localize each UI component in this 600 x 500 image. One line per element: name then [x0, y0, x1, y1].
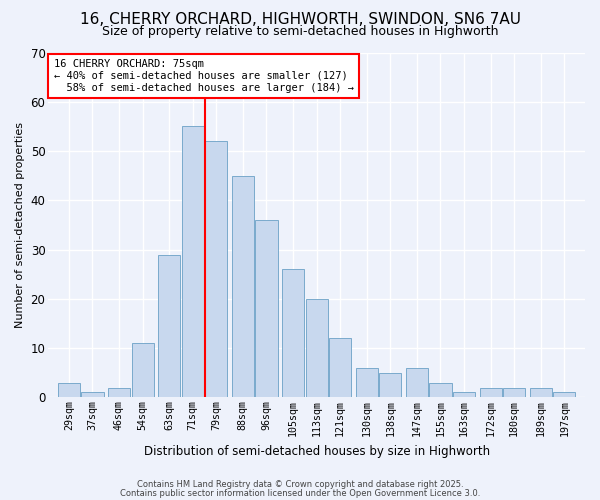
Bar: [379, 373, 401, 398]
Bar: [503, 388, 525, 398]
Y-axis label: Number of semi-detached properties: Number of semi-detached properties: [15, 122, 25, 328]
Title: 16, CHERRY ORCHARD, HIGHWORTH, SWINDON, SN6 7AU
Size of property relative to sem: 16, CHERRY ORCHARD, HIGHWORTH, SWINDON, …: [0, 499, 1, 500]
Bar: [58, 382, 80, 398]
Bar: [182, 126, 204, 398]
Text: Contains HM Land Registry data © Crown copyright and database right 2025.: Contains HM Land Registry data © Crown c…: [137, 480, 463, 489]
Text: Size of property relative to semi-detached houses in Highworth: Size of property relative to semi-detach…: [102, 25, 498, 38]
Bar: [356, 368, 378, 398]
Bar: [553, 392, 575, 398]
Text: 16 CHERRY ORCHARD: 75sqm
← 40% of semi-detached houses are smaller (127)
  58% o: 16 CHERRY ORCHARD: 75sqm ← 40% of semi-d…: [53, 60, 353, 92]
Bar: [305, 299, 328, 398]
Bar: [453, 392, 475, 398]
Bar: [256, 220, 278, 398]
Bar: [82, 392, 104, 398]
Bar: [158, 254, 180, 398]
Text: Contains public sector information licensed under the Open Government Licence 3.: Contains public sector information licen…: [120, 488, 480, 498]
X-axis label: Distribution of semi-detached houses by size in Highworth: Distribution of semi-detached houses by …: [143, 444, 490, 458]
Bar: [282, 270, 304, 398]
Bar: [530, 388, 552, 398]
Bar: [205, 141, 227, 398]
Bar: [406, 368, 428, 398]
Bar: [430, 382, 452, 398]
Bar: [108, 388, 130, 398]
Bar: [479, 388, 502, 398]
Text: 16, CHERRY ORCHARD, HIGHWORTH, SWINDON, SN6 7AU: 16, CHERRY ORCHARD, HIGHWORTH, SWINDON, …: [79, 12, 521, 28]
Bar: [131, 343, 154, 398]
Bar: [329, 338, 351, 398]
Bar: [232, 176, 254, 398]
